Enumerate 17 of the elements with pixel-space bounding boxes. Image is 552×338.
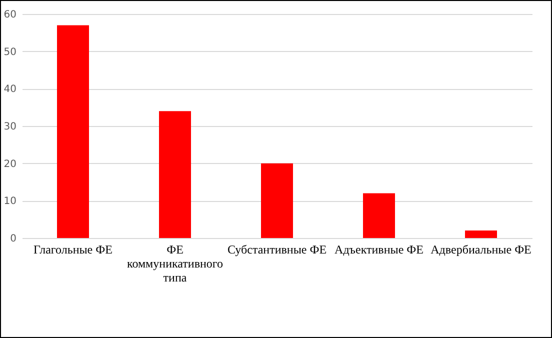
x-tick-label: Адвербиальные ФЕ [430,242,532,256]
y-tick-label: 50 [4,46,16,58]
x-tick-label: Адъективные ФЕ [334,242,424,256]
y-tick-label: 60 [4,10,16,20]
bar [261,163,293,238]
bar [159,111,191,238]
bar [465,230,497,238]
x-tick-label: ФЕ коммуникативного типа [126,242,224,284]
bar [363,193,395,238]
x-tick-label: Субстантивные ФЕ [227,242,327,256]
y-tick-label: 40 [4,84,16,96]
y-tick-label: 0 [10,234,16,244]
y-tick-label: 30 [4,122,16,132]
y-tick-label: 20 [4,158,16,170]
y-tick-label: 10 [4,196,16,208]
x-tick-label: Глагольные ФЕ [34,242,112,256]
bar [57,25,89,238]
